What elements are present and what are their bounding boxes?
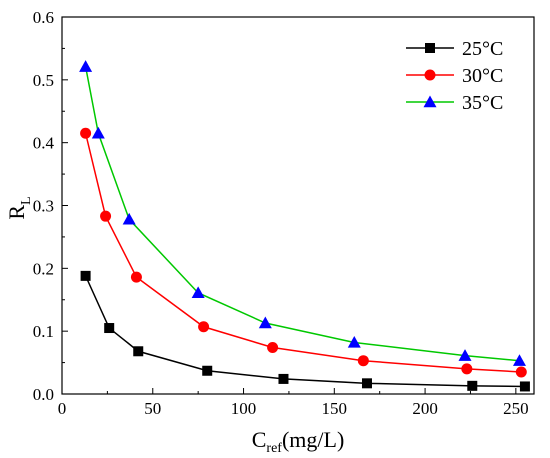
data-point <box>122 212 136 225</box>
data-point <box>198 321 210 333</box>
data-point <box>80 270 91 281</box>
data-point <box>191 286 205 299</box>
tick-labels: 0 50 100 150 200 250 0.0 0.1 0.2 0.3 0.4 0.5 0.6 <box>33 8 529 418</box>
data-point <box>80 127 92 139</box>
legend-label: 30°C <box>462 65 503 87</box>
data-point <box>461 363 473 375</box>
x-axis-title: Cref(mg/L) <box>252 427 345 456</box>
legend-item: 30°C <box>406 65 503 87</box>
series-circle <box>80 127 527 378</box>
data-point <box>133 346 144 357</box>
y-tick-label: 0.3 <box>33 197 54 216</box>
series-layer <box>79 60 530 392</box>
data-point <box>100 210 112 222</box>
series-triangle <box>79 60 526 366</box>
data-point <box>357 355 369 367</box>
data-point <box>130 271 142 283</box>
series-line <box>84 66 520 362</box>
data-point <box>258 316 272 329</box>
data-point <box>202 365 213 376</box>
legend-label: 35°C <box>462 92 503 114</box>
series-line <box>84 133 522 373</box>
series-square <box>80 270 530 392</box>
axis-ticks <box>61 16 517 395</box>
legend-marker <box>425 43 435 53</box>
legend-item: 25°C <box>406 38 503 60</box>
x-tick-label: 0 <box>58 399 67 418</box>
y-tick-label: 0.4 <box>33 134 55 153</box>
x-tick-label: 100 <box>231 399 257 418</box>
y-tick-label: 0.1 <box>33 322 54 341</box>
y-axis-title-sub: L <box>19 196 34 205</box>
legend-item: 35°C <box>406 92 503 114</box>
y-axis-title-main: R <box>4 205 29 220</box>
legend: 25°C 30°C 35°C <box>406 38 503 114</box>
data-point <box>512 354 526 366</box>
x-tick-label: 150 <box>322 399 348 418</box>
data-point <box>267 342 279 354</box>
x-axis-title-main: C <box>252 427 267 452</box>
data-point <box>458 349 472 361</box>
y-tick-label: 0.6 <box>33 8 54 27</box>
data-point <box>91 126 105 139</box>
legend-label: 25°C <box>462 38 503 60</box>
y-axis-title: RL <box>4 196 34 219</box>
x-axis-title-sub: ref <box>266 441 282 456</box>
data-point <box>278 373 289 384</box>
legend-marker <box>423 95 437 108</box>
data-point <box>467 380 478 391</box>
data-point <box>361 378 372 389</box>
data-point <box>104 323 115 334</box>
x-tick-label: 250 <box>503 399 529 418</box>
x-tick-label: 200 <box>412 399 438 418</box>
data-point <box>515 366 527 378</box>
data-point <box>79 60 93 72</box>
legend-marker <box>424 69 436 81</box>
x-axis-title-rest: (mg/L) <box>282 427 344 452</box>
x-tick-label: 50 <box>144 399 161 418</box>
data-point <box>347 335 361 348</box>
y-tick-label: 0.0 <box>33 385 54 404</box>
y-tick-label: 0.5 <box>33 71 54 90</box>
data-point <box>519 381 530 392</box>
y-tick-label: 0.2 <box>33 259 54 278</box>
